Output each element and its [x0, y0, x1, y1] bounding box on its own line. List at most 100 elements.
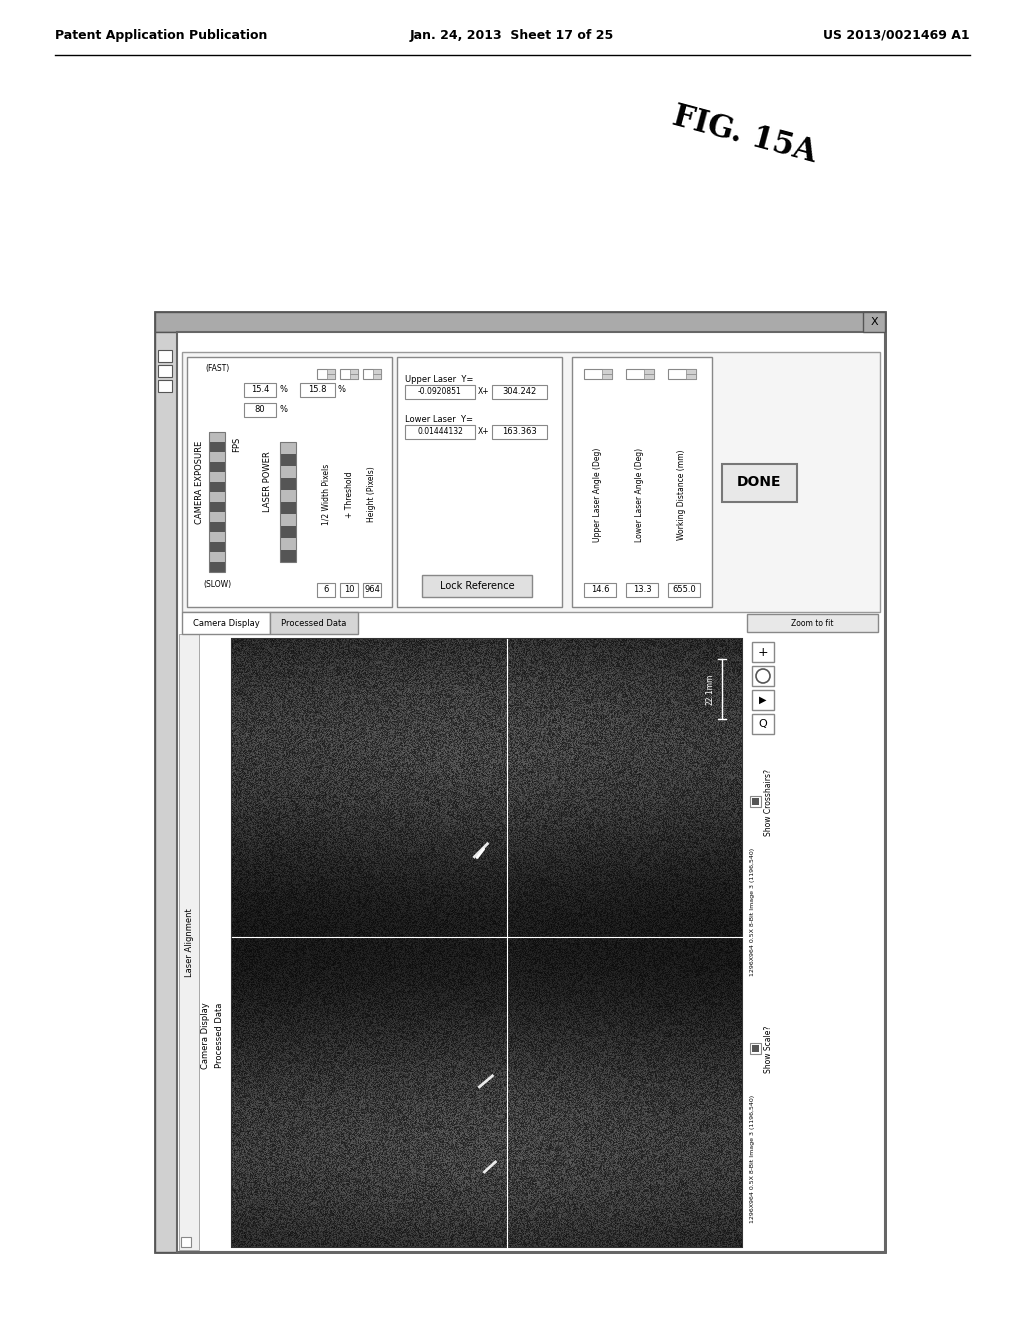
Bar: [280, 442, 296, 454]
Text: Height (Pixels): Height (Pixels): [368, 467, 377, 523]
Text: Upper Laser Angle (Deg): Upper Laser Angle (Deg): [594, 447, 602, 541]
Bar: [722, 465, 797, 502]
Bar: [752, 1045, 759, 1052]
Text: Processed Data: Processed Data: [282, 619, 347, 627]
Bar: [492, 425, 547, 440]
Bar: [209, 502, 225, 512]
Text: 14.6: 14.6: [591, 586, 609, 594]
Bar: [280, 454, 296, 466]
Bar: [752, 667, 774, 686]
Text: 1/2 Width Pixels: 1/2 Width Pixels: [322, 463, 331, 525]
Text: 13.3: 13.3: [633, 586, 651, 594]
Text: %: %: [279, 405, 287, 414]
Bar: [155, 312, 885, 333]
Text: Working Distance (mm): Working Distance (mm): [678, 449, 686, 540]
Text: X+: X+: [478, 388, 489, 396]
Bar: [232, 639, 742, 1247]
Bar: [209, 442, 225, 451]
Text: 22.1mm: 22.1mm: [706, 673, 715, 705]
Bar: [270, 612, 358, 634]
Bar: [373, 370, 381, 374]
Bar: [209, 473, 225, 482]
Text: +: +: [758, 645, 768, 659]
Text: 80: 80: [255, 405, 265, 414]
Bar: [209, 482, 225, 492]
Text: + Threshold: + Threshold: [344, 471, 353, 517]
Bar: [280, 466, 296, 478]
Bar: [280, 490, 296, 502]
Bar: [244, 403, 276, 417]
Text: 1296X964 0.5X 8-Bit Image 3 (1196,540): 1296X964 0.5X 8-Bit Image 3 (1196,540): [750, 847, 755, 977]
Bar: [626, 370, 654, 379]
Bar: [350, 374, 358, 379]
Text: %: %: [279, 385, 287, 395]
Bar: [863, 312, 885, 333]
Bar: [158, 350, 172, 362]
Bar: [668, 370, 696, 379]
Text: Camera Display: Camera Display: [193, 619, 259, 627]
Text: Lower Laser  Y=: Lower Laser Y=: [406, 414, 473, 424]
Text: 15.4: 15.4: [251, 385, 269, 395]
Bar: [177, 333, 182, 403]
Text: 1296X964 0.5X 8-Bit Image 3 (1196,540): 1296X964 0.5X 8-Bit Image 3 (1196,540): [750, 1096, 755, 1224]
Bar: [187, 356, 392, 607]
Bar: [626, 583, 658, 597]
Bar: [406, 425, 475, 440]
Bar: [340, 583, 358, 597]
Text: Upper Laser  Y=: Upper Laser Y=: [406, 375, 473, 384]
Text: (FAST): (FAST): [205, 364, 229, 374]
Bar: [746, 614, 878, 632]
Bar: [182, 352, 880, 612]
Bar: [752, 690, 774, 710]
Bar: [209, 432, 225, 572]
Text: (SLOW): (SLOW): [203, 579, 231, 589]
Bar: [179, 634, 199, 1250]
Bar: [686, 370, 696, 374]
Text: Lower Laser Angle (Deg): Lower Laser Angle (Deg): [636, 447, 644, 541]
Text: ▶: ▶: [759, 696, 767, 705]
Text: Jan. 24, 2013  Sheet 17 of 25: Jan. 24, 2013 Sheet 17 of 25: [410, 29, 614, 41]
Bar: [209, 492, 225, 502]
Bar: [300, 383, 335, 397]
Bar: [373, 374, 381, 379]
Text: 6: 6: [324, 586, 329, 594]
Bar: [280, 478, 296, 490]
Bar: [181, 1237, 191, 1247]
Bar: [155, 312, 885, 1251]
Bar: [280, 502, 296, 513]
Bar: [752, 799, 759, 805]
Bar: [752, 642, 774, 663]
Text: US 2013/0021469 A1: US 2013/0021469 A1: [823, 29, 970, 41]
Bar: [317, 370, 335, 379]
Bar: [280, 539, 296, 550]
Text: FPS: FPS: [232, 437, 242, 453]
Bar: [406, 385, 475, 399]
Bar: [750, 1043, 761, 1055]
Text: Patent Application Publication: Patent Application Publication: [55, 29, 267, 41]
Text: %: %: [338, 385, 346, 395]
Bar: [209, 543, 225, 552]
Bar: [209, 512, 225, 521]
Text: Show Crosshairs?: Show Crosshairs?: [764, 768, 773, 836]
Bar: [602, 374, 612, 379]
Bar: [327, 374, 335, 379]
Text: Lock Reference: Lock Reference: [439, 581, 514, 591]
Bar: [572, 356, 712, 607]
Text: 163.363: 163.363: [502, 428, 537, 437]
Text: Laser Alignment: Laser Alignment: [184, 908, 194, 977]
Bar: [280, 525, 296, 539]
Bar: [602, 370, 612, 374]
Bar: [340, 370, 358, 379]
Bar: [209, 562, 225, 572]
Bar: [362, 370, 381, 379]
Bar: [350, 370, 358, 374]
Bar: [584, 370, 612, 379]
Bar: [280, 513, 296, 525]
Text: Processed Data: Processed Data: [214, 1003, 223, 1068]
Bar: [668, 583, 700, 597]
Bar: [686, 374, 696, 379]
Text: 15.8: 15.8: [308, 385, 327, 395]
Text: Show Scale?: Show Scale?: [764, 1026, 773, 1073]
Bar: [492, 385, 547, 399]
Text: 0.01444132: 0.01444132: [417, 428, 463, 437]
